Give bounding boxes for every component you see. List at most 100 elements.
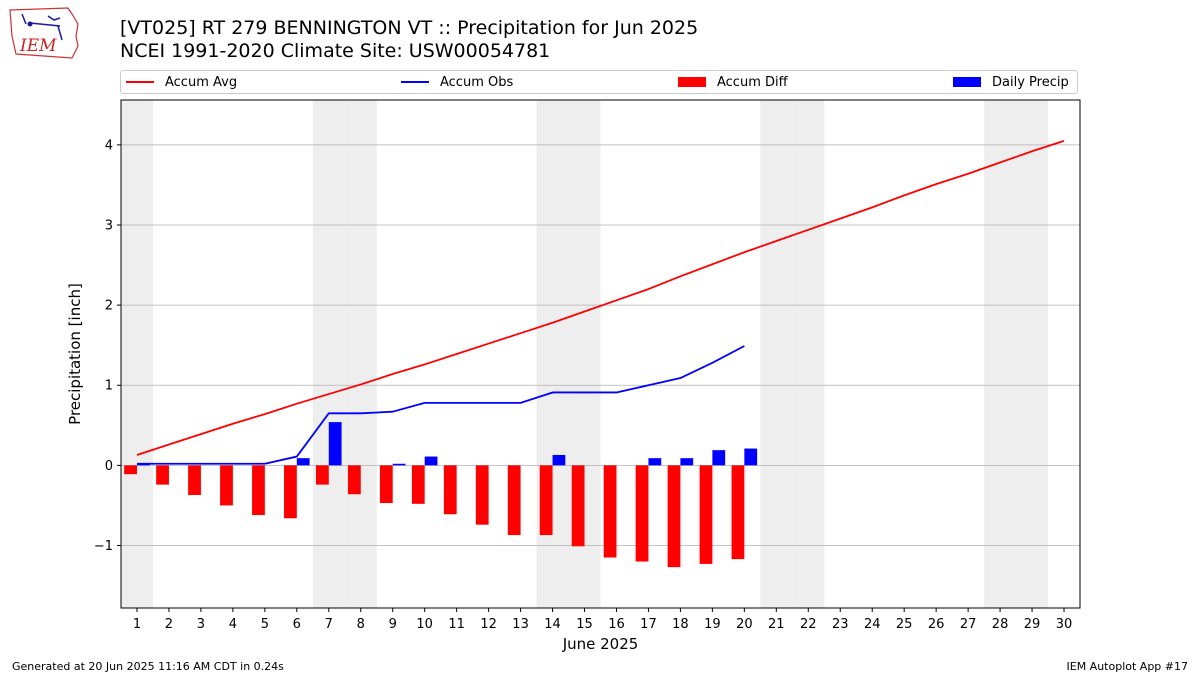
weather-station-icon	[21, 13, 63, 41]
legend-label-accum-diff: Accum Diff	[717, 74, 788, 90]
xtick-label-2: 2	[165, 617, 173, 632]
logo-text: IEM	[19, 36, 57, 56]
xtick-label-8: 8	[357, 617, 365, 632]
accum-diff-bar-day-11	[443, 465, 457, 515]
accum-diff-bar-day-4	[220, 465, 233, 506]
accum-obs-line	[136, 345, 745, 465]
xtick-label-22: 22	[800, 617, 817, 632]
xtick-label-7: 7	[325, 617, 333, 632]
accum-diff-bar-day-6	[284, 465, 297, 519]
xtick-label-25: 25	[896, 617, 913, 632]
daily-precip-bar-day-20	[744, 448, 758, 466]
xtick-label-13: 13	[512, 617, 529, 632]
daily-precip-bar-day-19	[712, 450, 726, 466]
ytick-label-2: 2	[105, 299, 113, 314]
weekend-shade-day-29	[1016, 100, 1049, 608]
xtick-label-20: 20	[736, 617, 753, 632]
accum-diff-bar-day-8	[347, 465, 361, 495]
legend-item-daily-precip: Daily Precip	[953, 71, 1069, 93]
weekend-shade-day-1	[121, 100, 153, 608]
accum-diff-bar-day-10	[411, 465, 425, 504]
daily-precip-bar-day-7	[328, 422, 342, 466]
daily-precip-bar-day-10	[424, 456, 438, 466]
xtick-label-15: 15	[576, 617, 593, 632]
chart-title: [VT025] RT 279 BENNINGTON VT :: Precipit…	[120, 17, 699, 39]
accum-diff-bar-day-9	[379, 465, 393, 504]
chart-subtitle: NCEI 1991-2020 Climate Site: USW00054781	[120, 40, 551, 62]
legend-swatch-accum-avg	[126, 81, 154, 83]
accum-diff-bar-day-5	[252, 465, 265, 516]
accum-diff-bar-day-19	[699, 465, 713, 564]
accum-diff-bar-day-13	[507, 465, 521, 536]
legend-swatch-accum-obs	[401, 81, 429, 83]
station-dot-icon	[27, 21, 33, 27]
xtick-label-3: 3	[197, 617, 205, 632]
plot-frame	[120, 99, 1081, 609]
iowa-outline-icon	[9, 7, 79, 59]
xtick-label-14: 14	[544, 617, 561, 632]
xtick-label-12: 12	[480, 617, 497, 632]
legend-item-accum-diff: Accum Diff	[678, 71, 788, 93]
accum-diff-bar-day-7	[315, 465, 329, 485]
x-axis-label: June 2025	[562, 635, 639, 653]
weekend-shade-day-21	[760, 100, 793, 608]
xtick-label-27: 27	[960, 617, 977, 632]
xtick-label-30: 30	[1056, 617, 1073, 632]
weekend-shade-day-22	[792, 100, 825, 608]
ytick-label-1: 1	[105, 379, 113, 394]
legend: Accum Avg Accum Obs Accum Diff Daily Pre…	[120, 70, 1078, 94]
iem-logo: IEM	[9, 7, 79, 59]
xtick-label-21: 21	[768, 617, 785, 632]
xtick-label-16: 16	[608, 617, 625, 632]
ytick-label--1: −1	[94, 539, 113, 554]
accum-diff-bar-day-17	[635, 465, 649, 562]
xtick-label-18: 18	[672, 617, 689, 632]
legend-swatch-accum-diff	[678, 77, 706, 87]
xtick-label-19: 19	[704, 617, 721, 632]
xtick-label-1: 1	[133, 617, 141, 632]
xtick-label-6: 6	[293, 617, 301, 632]
legend-label-accum-avg: Accum Avg	[165, 74, 238, 90]
daily-precip-bar-day-6	[296, 458, 310, 466]
accum-diff-bar-day-3	[188, 465, 201, 496]
footer-generated-text: Generated at 20 Jun 2025 11:16 AM CDT in…	[12, 660, 284, 673]
ytick-label-0: 0	[105, 459, 113, 474]
ytick-label-3: 3	[105, 218, 113, 233]
accum-diff-bar-day-14	[539, 465, 553, 536]
xtick-label-10: 10	[416, 617, 433, 632]
daily-precip-bar-day-18	[680, 458, 694, 466]
xtick-label-11: 11	[448, 617, 465, 632]
legend-item-accum-obs: Accum Obs	[401, 71, 513, 93]
xtick-label-28: 28	[992, 617, 1009, 632]
xtick-label-17: 17	[640, 617, 657, 632]
legend-label-accum-obs: Accum Obs	[440, 74, 514, 90]
footer-app-text: IEM Autoplot App #17	[1066, 660, 1189, 673]
accum-diff-bar-day-1	[124, 465, 137, 475]
weekend-shade-day-8	[344, 100, 377, 608]
legend-swatch-daily-precip	[953, 77, 981, 87]
legend-label-daily-precip: Daily Precip	[992, 74, 1069, 90]
accum-diff-bar-day-15	[571, 465, 585, 547]
ytick-label-4: 4	[105, 138, 113, 153]
xtick-label-26: 26	[928, 617, 945, 632]
daily-precip-bar-day-14	[552, 454, 566, 466]
daily-precip-bar-day-9	[392, 463, 406, 466]
accum-diff-bar-day-16	[603, 465, 617, 558]
daily-precip-bar-day-17	[648, 458, 662, 466]
accum-diff-bar-day-20	[731, 465, 745, 560]
accum-diff-bar-day-12	[475, 465, 489, 525]
y-axis-label: Precipitation [inch]	[66, 283, 84, 425]
xtick-label-4: 4	[229, 617, 237, 632]
xtick-label-9: 9	[389, 617, 397, 632]
weekend-shade-day-28	[984, 100, 1017, 608]
accum-diff-bar-day-18	[667, 465, 681, 568]
xtick-label-24: 24	[864, 617, 881, 632]
xtick-label-5: 5	[261, 617, 269, 632]
xtick-label-23: 23	[832, 617, 849, 632]
accum-diff-bar-day-2	[156, 465, 169, 485]
accum-avg-line	[136, 140, 1065, 456]
legend-item-accum-avg: Accum Avg	[126, 71, 237, 93]
weekend-shade-day-7	[312, 100, 345, 608]
xtick-label-29: 29	[1024, 617, 1041, 632]
